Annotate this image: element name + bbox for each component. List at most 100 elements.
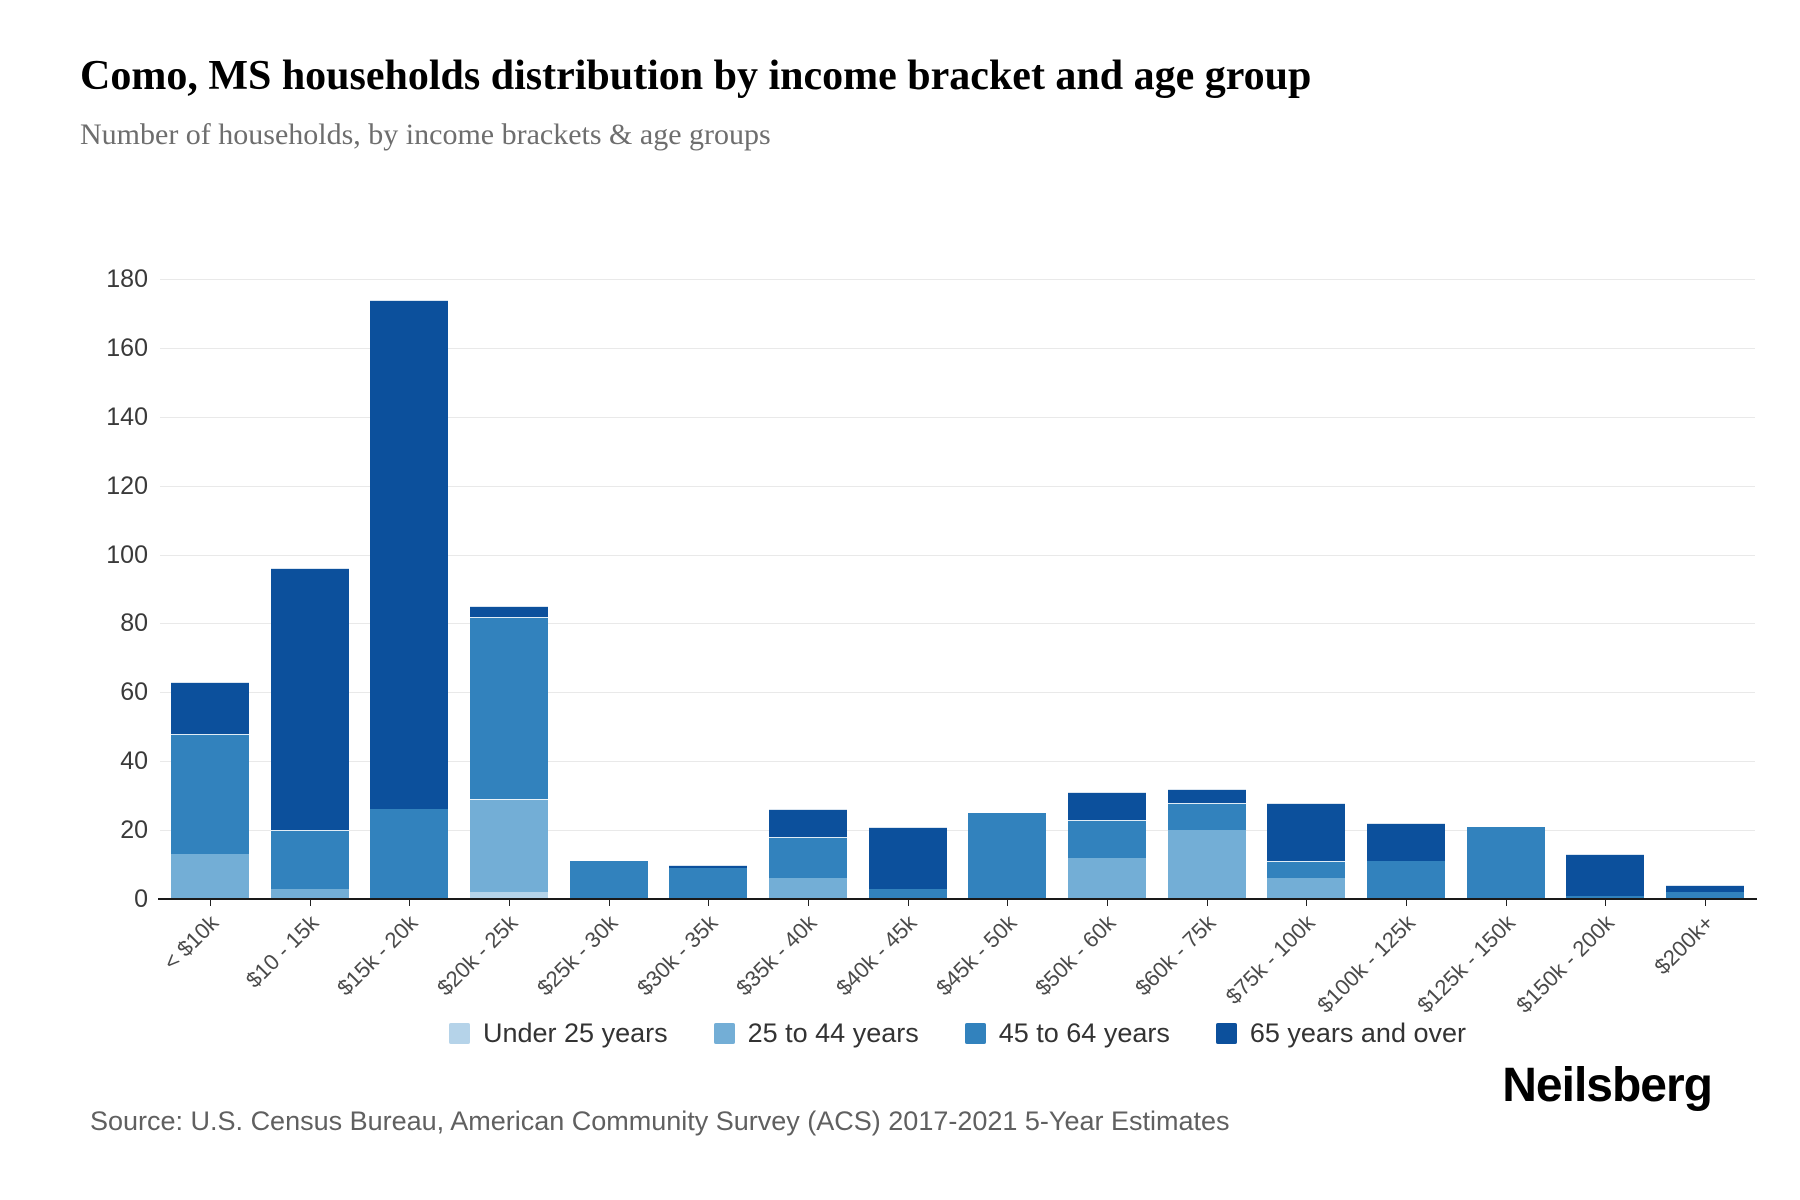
x-axis-label: < $10k	[158, 910, 224, 975]
x-axis-tick	[309, 899, 311, 906]
x-axis-label: $200k+	[1649, 910, 1719, 980]
x-axis-label: $50k - 60k	[1030, 910, 1121, 1001]
gridline-y-160	[160, 347, 1755, 349]
x-axis-tick	[1107, 899, 1109, 906]
bar-segment[interactable]	[1068, 792, 1147, 820]
y-axis-label: 180	[106, 265, 148, 293]
x-axis-label: $25k - 30k	[531, 910, 623, 1001]
bar-segment[interactable]	[669, 864, 748, 868]
bar-segment[interactable]	[1267, 878, 1346, 899]
legend-label: 45 to 64 years	[998, 1018, 1170, 1048]
bar-segment[interactable]	[270, 888, 349, 899]
legend-label: Under 25 years	[483, 1018, 668, 1048]
y-axis-label: 80	[120, 609, 148, 638]
chart-subtitle: Number of households, by income brackets…	[80, 118, 771, 151]
x-axis-tick	[1406, 899, 1408, 906]
x-axis-label: $10 - 15k	[240, 910, 324, 993]
y-axis-label: 0	[134, 885, 148, 913]
bar-segment[interactable]	[868, 826, 947, 889]
x-axis-label: $60k - 75k	[1130, 910, 1221, 1001]
bar-segment[interactable]	[1068, 857, 1147, 899]
bar-segment[interactable]	[170, 854, 249, 899]
bar-segment[interactable]	[1068, 819, 1147, 858]
bar-segment[interactable]	[1167, 788, 1246, 803]
bar-segment[interactable]	[170, 733, 249, 855]
x-axis-tick	[907, 899, 909, 906]
x-axis-label: $75k - 100k	[1221, 910, 1321, 1009]
x-axis-tick	[209, 899, 211, 906]
y-axis-label: 40	[120, 747, 148, 776]
bar-segment[interactable]	[469, 892, 548, 899]
bar-segment[interactable]	[469, 616, 548, 800]
x-axis-tick	[508, 899, 510, 906]
legend-item-65-years-and-over[interactable]: 65 years and over	[1215, 1018, 1466, 1049]
legend-label: 65 years and over	[1249, 1018, 1466, 1048]
bar-segment[interactable]	[1666, 892, 1745, 899]
bar-segment[interactable]	[469, 606, 548, 617]
legend-item-25-to-44-years[interactable]: 25 to 44 years	[713, 1018, 919, 1049]
x-axis-tick	[708, 899, 710, 906]
y-axis-label: 140	[106, 402, 148, 431]
bar-segment[interactable]	[868, 888, 947, 899]
bar-segment[interactable]	[1267, 802, 1346, 862]
bar-segment[interactable]	[1167, 802, 1246, 831]
x-axis-tick	[608, 899, 610, 906]
x-axis-tick	[807, 899, 809, 906]
gridline-y-140	[160, 416, 1755, 418]
bar-segment[interactable]	[1367, 861, 1446, 899]
bar-segment[interactable]	[1267, 861, 1346, 879]
x-axis-tick	[1306, 899, 1308, 906]
legend-swatch	[449, 1023, 470, 1044]
bar-segment[interactable]	[370, 299, 449, 810]
bar-segment[interactable]	[768, 809, 847, 837]
bar-segment[interactable]	[569, 861, 648, 899]
bar-segment[interactable]	[768, 878, 847, 899]
bar-segment[interactable]	[170, 682, 249, 734]
x-axis-label: $125k - 150k	[1411, 910, 1520, 1018]
x-axis-label: $100k - 125k	[1312, 910, 1420, 1018]
gridline-y-120	[160, 485, 1755, 487]
bar-segment[interactable]	[1566, 895, 1645, 899]
chart-title: Como, MS households distribution by inco…	[80, 53, 1312, 99]
x-axis-tick	[1505, 899, 1507, 906]
bar-segment[interactable]	[768, 837, 847, 879]
x-axis-tick	[1007, 899, 1009, 906]
bar-segment[interactable]	[370, 809, 449, 899]
legend-item-45-to-64-years[interactable]: 45 to 64 years	[964, 1018, 1170, 1049]
legend-swatch	[964, 1023, 986, 1044]
bar-segment[interactable]	[1167, 830, 1246, 899]
chart-legend: Under 25 years 25 to 44 years 45 to 64 yea…	[160, 1018, 1755, 1049]
gridline-y-60	[160, 692, 1755, 694]
gridline-y-180	[160, 279, 1755, 280]
x-axis-label: $35k - 40k	[731, 910, 822, 1001]
y-axis-label: 100	[106, 540, 148, 569]
bar-segment[interactable]	[1466, 826, 1545, 899]
y-axis-label: 60	[120, 678, 148, 707]
x-axis-tick	[1605, 899, 1607, 906]
bar-segment[interactable]	[270, 830, 349, 889]
bar-segment[interactable]	[469, 799, 548, 893]
x-axis-label: $30k - 35k	[631, 910, 722, 1001]
y-axis-label: 160	[106, 333, 148, 362]
bar-segment[interactable]	[669, 868, 748, 899]
legend-swatch	[713, 1023, 735, 1044]
x-axis-label: $150k - 200k	[1511, 910, 1620, 1018]
bar-segment[interactable]	[1666, 885, 1745, 893]
bar-segment[interactable]	[270, 568, 349, 831]
x-axis-tick	[409, 899, 411, 906]
source-note: Source: U.S. Census Bureau, American Com…	[90, 1106, 1230, 1136]
legend-swatch	[1215, 1023, 1237, 1044]
gridline-y-40	[160, 761, 1755, 763]
x-axis-label: $15k - 20k	[332, 910, 423, 1001]
x-axis-label: $40k - 45k	[831, 910, 922, 1001]
x-axis-tick	[1705, 899, 1707, 906]
x-axis-label: $45k - 50k	[930, 910, 1022, 1001]
bar-segment[interactable]	[1566, 854, 1645, 896]
gridline-y-100	[160, 554, 1755, 556]
x-axis-tick	[1206, 899, 1208, 906]
x-axis-line	[158, 898, 1757, 900]
bar-segment[interactable]	[1367, 823, 1446, 862]
neilsberg-logo: Neilsberg	[1502, 1059, 1713, 1112]
legend-item-under-25-years[interactable]: Under 25 years	[449, 1018, 668, 1049]
bar-segment[interactable]	[968, 812, 1047, 899]
